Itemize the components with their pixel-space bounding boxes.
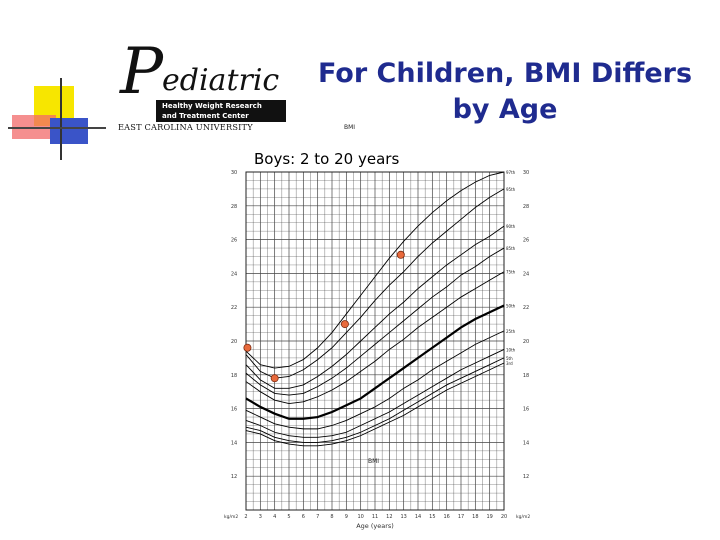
x-tick-label: 15 xyxy=(429,514,435,520)
percentile-label-95th: 95th xyxy=(506,187,516,192)
percentile-label-90th: 90th xyxy=(506,224,516,229)
x-tick-label: 6 xyxy=(302,514,305,520)
percentile-label-85th: 85th xyxy=(506,246,516,251)
y-tick-label-left: 14 xyxy=(231,440,237,446)
x-tick-label: 12 xyxy=(386,514,392,520)
y-tick-label-right: 28 xyxy=(523,204,529,210)
percentile-label-3rd: 3rd xyxy=(506,361,513,366)
y-tick-label-left: 22 xyxy=(231,305,237,311)
percentile-label-97th: 97th xyxy=(506,170,516,175)
slide-title: For Children, BMI Differs by Age xyxy=(300,56,710,128)
chart-title: Boys: 2 to 20 years xyxy=(250,150,404,168)
y-tick-label-left: 24 xyxy=(231,271,237,277)
percentile-label-50th: 50th xyxy=(506,304,516,309)
percentile-curve-25th xyxy=(245,330,505,430)
y-tick-label-right: 12 xyxy=(523,474,529,480)
logo-word: ediatric xyxy=(162,63,280,98)
y-tick-label-left: 18 xyxy=(231,373,237,379)
bmi-label-mid: BMI xyxy=(368,458,380,465)
data-marker xyxy=(270,374,279,383)
x-axis-label: Age (years) xyxy=(356,522,394,530)
y-tick-label-left: 28 xyxy=(231,204,237,210)
bmi-label-top: BMI xyxy=(344,124,356,131)
data-marker xyxy=(340,320,349,329)
x-tick-label: 2 xyxy=(244,514,247,520)
data-marker xyxy=(396,250,405,259)
x-tick-label: 4 xyxy=(273,514,276,520)
pediatric-logo: P ediatric Healthy Weight Research and T… xyxy=(118,40,288,132)
percentile-label-75th: 75th xyxy=(506,270,516,275)
slide-title-line1: For Children, BMI Differs xyxy=(317,58,693,89)
logo-letter-p: P xyxy=(120,35,164,109)
y-tick-label-right: 18 xyxy=(523,373,529,379)
x-tick-label: 9 xyxy=(345,514,348,520)
plot-frame xyxy=(245,171,505,511)
x-tick-label: 10 xyxy=(357,514,363,520)
y-tick-label-right: 26 xyxy=(523,238,529,244)
percentile-curve-85th xyxy=(245,247,505,396)
data-marker xyxy=(243,343,252,352)
y-tick-label-left: 12 xyxy=(231,474,237,480)
percentile-curve-50th xyxy=(245,304,505,420)
decor-horizontal-line xyxy=(8,127,106,129)
percentile-curve-5th xyxy=(245,357,505,443)
y-tick-label-right: 22 xyxy=(523,305,529,311)
y-tick-label-left: 26 xyxy=(231,238,237,244)
logo-box-line2: and Treatment Center xyxy=(162,112,249,120)
percentile-label-25th: 25th xyxy=(506,329,516,334)
y-tick-label-right: 24 xyxy=(523,271,529,277)
percentile-curve-3rd xyxy=(245,362,505,447)
percentile-curve-90th xyxy=(245,225,505,389)
percentile-curve-97th xyxy=(245,171,505,369)
y-tick-label-right: 16 xyxy=(523,407,529,413)
x-tick-label: 17 xyxy=(458,514,464,520)
unit-label-right: kg/m2 xyxy=(516,514,530,520)
bmi-chart: 12 12 14 14 16 16 18 18 20 20 22 22 24 24 26 26 28 28 30 30… xyxy=(222,150,538,535)
x-tick-label: 14 xyxy=(415,514,421,520)
x-tick-label: 8 xyxy=(330,514,333,520)
logo-university: EAST CAROLINA UNIVERSITY xyxy=(118,122,253,132)
percentile-curve-75th xyxy=(245,271,505,404)
y-tick-label-left: 16 xyxy=(231,407,237,413)
y-tick-label-right: 14 xyxy=(523,440,529,446)
decor-blue-square xyxy=(50,118,88,144)
y-tick-label-left: 30 xyxy=(231,170,237,176)
slide-title-line2: by Age xyxy=(452,94,558,125)
logo-box-line1: Healthy Weight Research xyxy=(162,102,262,110)
percentile-label-5th: 5th xyxy=(506,356,513,361)
y-tick-label-left: 20 xyxy=(231,339,237,345)
percentile-curve-95th xyxy=(245,188,505,379)
y-tick-label-right: 20 xyxy=(523,339,529,345)
x-tick-label: 19 xyxy=(486,514,492,520)
x-tick-label: 20 xyxy=(501,514,507,520)
x-tick-label: 18 xyxy=(472,514,478,520)
x-tick-label: 5 xyxy=(287,514,290,520)
x-tick-label: 13 xyxy=(400,514,406,520)
unit-label-left: kg/m2 xyxy=(224,514,238,520)
y-tick-label-right: 30 xyxy=(523,170,529,176)
x-tick-label: 11 xyxy=(372,514,378,520)
percentile-label-10th: 10th xyxy=(506,347,516,352)
percentile-curve-10th xyxy=(245,349,505,438)
x-tick-label: 3 xyxy=(259,514,262,520)
decor-vertical-line xyxy=(60,78,62,160)
x-tick-label: 7 xyxy=(316,514,319,520)
x-tick-label: 16 xyxy=(443,514,449,520)
logo-box: Healthy Weight Research and Treatment Ce… xyxy=(156,100,286,122)
